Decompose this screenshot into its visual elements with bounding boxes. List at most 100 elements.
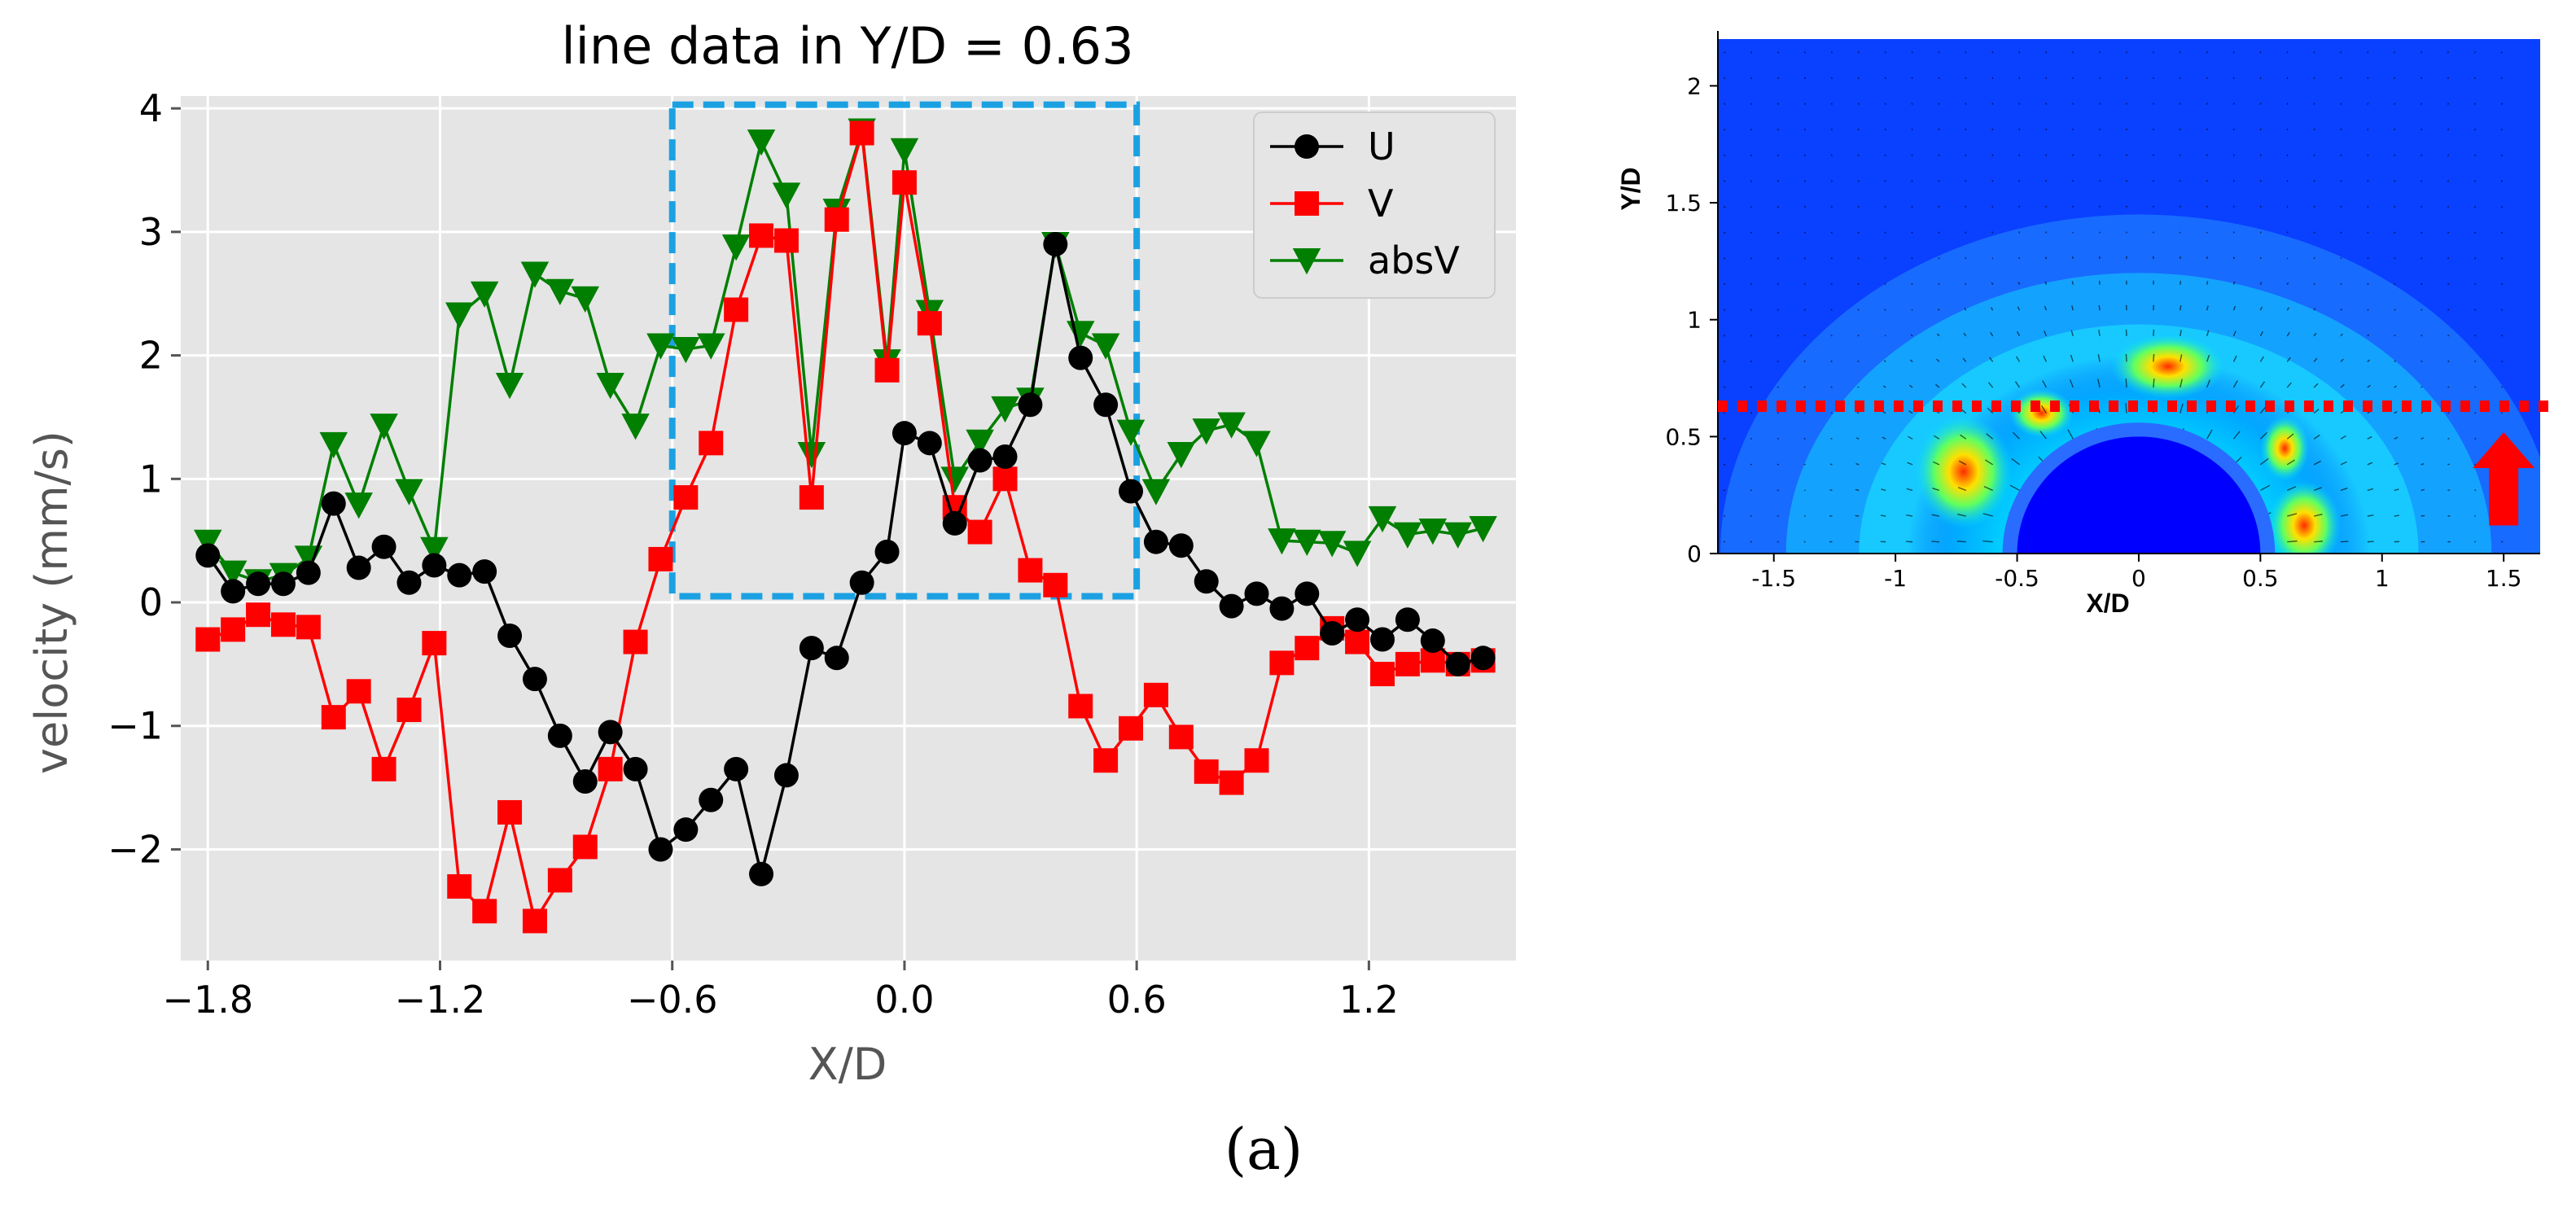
vector-arrow (1724, 103, 1726, 105)
vector-arrow (1723, 205, 1726, 208)
data-point (497, 623, 523, 648)
vector-arrow (2313, 205, 2315, 208)
vector-arrow (2286, 459, 2295, 466)
vector-arrow (1857, 309, 1860, 311)
vector-arrow (2420, 128, 2423, 131)
x-tick-label: 1.2 (1339, 978, 1399, 1022)
vector-arrow (2447, 309, 2450, 311)
vector-arrow (2180, 354, 2183, 362)
obstacle (2017, 436, 2261, 554)
data-point (296, 560, 321, 585)
vector-arrow (1724, 51, 1726, 54)
vector-arrow (1982, 540, 1993, 543)
vector-arrow (1990, 331, 1994, 337)
vector-arrow (1935, 383, 1940, 388)
vector-arrow (2259, 457, 2269, 466)
vector-arrow (1750, 257, 1753, 260)
vector-arrow (2340, 128, 2342, 131)
data-point (346, 555, 371, 580)
vector-arrow (1884, 103, 1886, 105)
data-point (470, 281, 499, 308)
data-point (1320, 620, 1345, 646)
vector-arrow (1962, 357, 1967, 362)
vector-arrow (1991, 257, 1994, 260)
data-point (773, 228, 799, 253)
data-point (1269, 650, 1295, 676)
data-point (673, 817, 699, 843)
vector-arrow (1884, 154, 1886, 157)
data-point (1345, 629, 1370, 654)
velocity-field-plot: -1.5 -1 -0.5 0 0.5 1 1.5 0 0.5 1 1.5 2 X/D Y/D (1616, 31, 2556, 618)
data-point (1168, 724, 1194, 750)
vector-arrow (2313, 383, 2319, 388)
data-point (966, 429, 994, 457)
data-point (1268, 528, 1296, 555)
data-point (699, 787, 724, 812)
data-point (1295, 191, 1319, 216)
vector-arrow (2069, 379, 2074, 388)
vector-arrow (2313, 460, 2321, 466)
data-point (699, 431, 724, 456)
data-point (1395, 651, 1420, 676)
vector-arrow (2394, 154, 2396, 157)
vector-arrow (2259, 331, 2263, 337)
vector-arrow (2473, 257, 2477, 260)
data-point (724, 297, 749, 322)
vector-arrow (1983, 485, 1993, 492)
data-point (992, 444, 1018, 470)
vector-arrow (2420, 154, 2423, 157)
field-y-axis-label: Y/D (1616, 167, 1645, 210)
vector-arrow (1750, 360, 1753, 363)
vector-arrow (1724, 180, 1726, 182)
vector-arrow (2447, 282, 2450, 286)
vector-arrow (2206, 429, 2213, 440)
vector-arrow (1857, 257, 1860, 260)
hot-spot (2110, 334, 2225, 400)
data-point (824, 207, 849, 232)
vector-arrow (1750, 205, 1753, 208)
vector-arrow (1936, 358, 1940, 362)
vector-arrow (1909, 359, 1913, 362)
data-point (1295, 581, 1320, 606)
data-point (1469, 516, 1497, 543)
vector-arrow (2394, 514, 2399, 517)
data-point (1295, 636, 1320, 661)
vector-arrow (1906, 488, 1913, 492)
vector-arrow (2098, 280, 2101, 285)
vector-arrow (2016, 330, 2021, 337)
data-point (1194, 759, 1219, 784)
vector-arrow (1750, 129, 1753, 131)
y-tick-label: 0 (139, 580, 163, 624)
x-tick-label: −0.6 (627, 978, 718, 1022)
field-x-tick-label: 1 (2375, 565, 2390, 592)
vector-arrow (2340, 77, 2342, 80)
x-tick-label: −1.2 (395, 978, 486, 1022)
vector-arrow (2500, 309, 2504, 311)
vector-arrow (1723, 438, 1726, 440)
vector-arrow (2500, 257, 2504, 260)
vector-arrow (1750, 231, 1753, 234)
vector-arrow (1857, 282, 1860, 286)
data-point (1068, 345, 1093, 370)
vector-arrow (2340, 333, 2343, 337)
data-point (420, 536, 449, 564)
data-point (890, 138, 919, 165)
data-point (522, 667, 547, 692)
vector-arrow (2420, 231, 2423, 234)
series-line-U (206, 243, 1484, 875)
vector-arrow (1881, 462, 1886, 466)
vector-arrow (1830, 128, 1833, 131)
vector-arrow (1803, 180, 1807, 182)
vector-arrow (1803, 257, 1807, 260)
field-x-tick-label: -1.5 (1751, 565, 1796, 592)
vector-arrow (2447, 335, 2450, 337)
data-point (1292, 248, 1321, 275)
vector-arrow (1991, 282, 1994, 285)
vector-arrow (1956, 541, 1966, 543)
vector-arrow (2039, 431, 2047, 440)
field-y-tick-label: 0 (1687, 541, 1702, 567)
vector-arrow (1884, 335, 1886, 337)
vector-arrow (2473, 335, 2477, 337)
vector-arrow (2474, 412, 2477, 414)
